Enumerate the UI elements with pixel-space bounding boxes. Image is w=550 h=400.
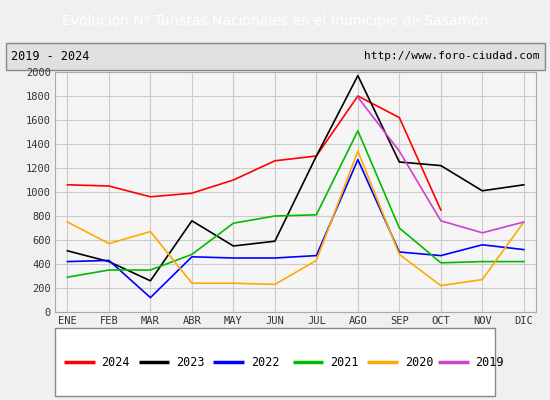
FancyBboxPatch shape [55, 328, 495, 396]
Text: 2024: 2024 [101, 356, 130, 368]
Text: 2021: 2021 [330, 356, 359, 368]
Text: Evolucion Nº Turistas Nacionales en el municipio de Sasamón: Evolucion Nº Turistas Nacionales en el m… [62, 14, 488, 28]
Text: 2020: 2020 [405, 356, 433, 368]
Text: 2019: 2019 [475, 356, 504, 368]
Text: 2023: 2023 [176, 356, 205, 368]
Text: 2022: 2022 [251, 356, 279, 368]
Text: http://www.foro-ciudad.com: http://www.foro-ciudad.com [364, 51, 539, 61]
Text: 2019 - 2024: 2019 - 2024 [11, 50, 89, 63]
FancyBboxPatch shape [6, 43, 544, 70]
